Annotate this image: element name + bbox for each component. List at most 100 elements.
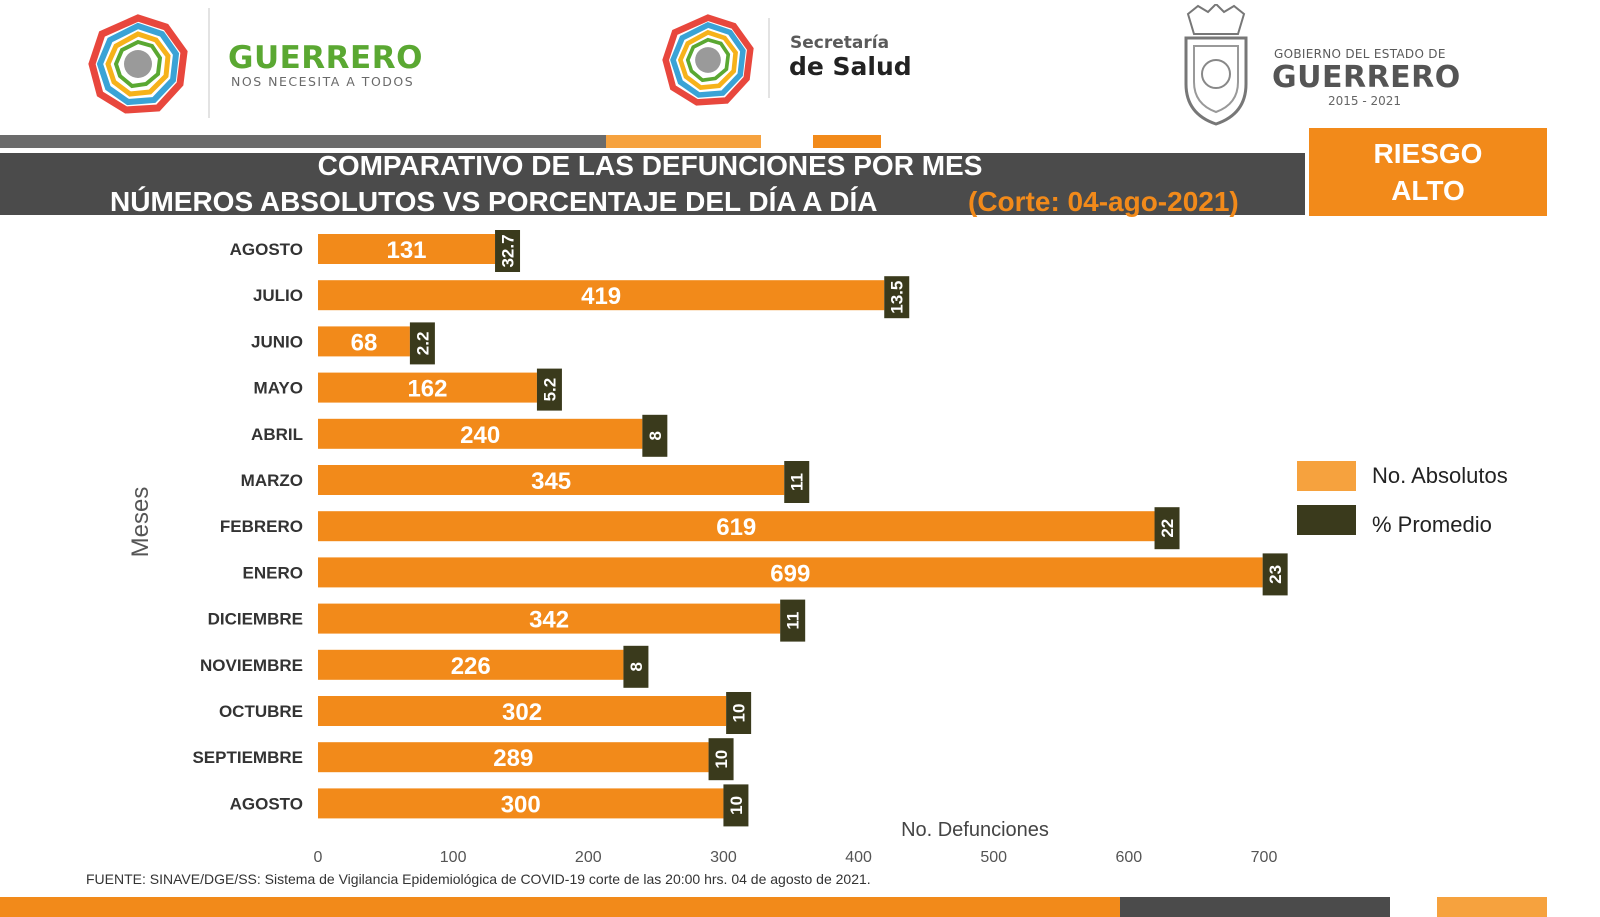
legend-swatch-absolutos bbox=[1297, 461, 1356, 491]
bar-absolutos bbox=[318, 372, 537, 403]
footer-stripe-orange-short bbox=[1437, 897, 1547, 917]
guerrero-logo bbox=[88, 14, 188, 114]
promedio-label: 8 bbox=[627, 662, 646, 671]
legend-label-absolutos: No. Absolutos bbox=[1372, 463, 1508, 488]
risk-badge-line1: RIESGO bbox=[1373, 138, 1483, 169]
chart-title-line1: COMPARATIVO DE LAS DEFUNCIONES POR MES bbox=[317, 150, 983, 181]
category-label: AGOSTO bbox=[230, 240, 303, 259]
bar-value-label: 300 bbox=[501, 791, 541, 818]
bar-value-label: 302 bbox=[502, 699, 542, 726]
legend-swatch-promedio bbox=[1297, 505, 1356, 535]
bar-absolutos bbox=[318, 649, 624, 680]
header-stripe-gray bbox=[0, 135, 606, 148]
promedio-label: 10 bbox=[727, 796, 746, 815]
promedio-label: 32.7 bbox=[499, 234, 518, 267]
x-tick-label: 400 bbox=[845, 849, 872, 866]
bar-value-label: 289 bbox=[493, 745, 533, 772]
bar-promedio bbox=[708, 738, 734, 781]
bar-value-label: 131 bbox=[386, 237, 426, 264]
category-label: JULIO bbox=[253, 286, 303, 305]
bar-value-label: 68 bbox=[351, 329, 378, 356]
promedio-label: 2.2 bbox=[413, 332, 432, 356]
bar-promedio bbox=[409, 322, 435, 365]
source-note: FUENTE: SINAVE/DGE/SS: Sistema de Vigila… bbox=[86, 871, 871, 887]
category-label: ABRIL bbox=[251, 425, 303, 444]
bar-value-label: 699 bbox=[770, 560, 810, 587]
chart-title-line2: NÚMEROS ABSOLUTOS VS PORCENTAJE DEL DÍA … bbox=[110, 186, 878, 217]
bar-absolutos bbox=[318, 326, 410, 357]
secretaria-line2: de Salud bbox=[789, 52, 912, 81]
footer-stripe-orange bbox=[0, 897, 1120, 917]
bar-promedio bbox=[1154, 507, 1180, 550]
gobierno-line2: GUERRERO bbox=[1272, 60, 1461, 95]
promedio-label: 11 bbox=[788, 473, 807, 491]
legend-label-promedio: % Promedio bbox=[1372, 512, 1492, 537]
x-tick-label: 300 bbox=[710, 849, 737, 866]
bar-absolutos bbox=[318, 557, 1263, 588]
bar-absolutos bbox=[318, 280, 885, 311]
bar-absolutos bbox=[318, 465, 785, 495]
brand-title: GUERRERO bbox=[228, 40, 423, 76]
category-label: DICIEMBRE bbox=[208, 610, 303, 629]
secretaria-line1: Secretaría bbox=[790, 33, 890, 53]
promedio-label: 11 bbox=[784, 612, 803, 630]
bar-promedio bbox=[623, 645, 649, 688]
logo-divider bbox=[208, 8, 210, 118]
bar-absolutos bbox=[318, 788, 724, 819]
x-tick-label: 100 bbox=[440, 849, 467, 866]
category-label: SEPTIEMBRE bbox=[192, 748, 303, 767]
gobierno-line1: GOBIERNO DEL ESTADO DE bbox=[1274, 47, 1446, 61]
promedio-label: 8 bbox=[646, 431, 665, 440]
y-axis-label: Meses bbox=[127, 487, 154, 558]
category-label: OCTUBRE bbox=[219, 702, 303, 721]
state-coat-of-arms bbox=[1178, 2, 1254, 126]
brand-tagline: NOS NECESITA A TODOS bbox=[231, 74, 415, 89]
x-tick-label: 700 bbox=[1251, 849, 1278, 866]
x-tick-label: 600 bbox=[1116, 849, 1143, 866]
bar-value-label: 162 bbox=[407, 376, 447, 403]
risk-badge-line2: ALTO bbox=[1391, 175, 1465, 206]
promedio-label: 10 bbox=[730, 704, 749, 723]
corte-date: (Corte: 04-ago-2021) bbox=[968, 186, 1239, 217]
gobierno-years: 2015 - 2021 bbox=[1328, 94, 1402, 108]
bar-value-label: 419 bbox=[581, 283, 621, 310]
risk-badge: RIESGO ALTO bbox=[1309, 128, 1547, 216]
title-band bbox=[0, 153, 1305, 215]
category-label: MARZO bbox=[241, 471, 303, 490]
bar-value-label: 345 bbox=[531, 468, 571, 495]
bar-absolutos bbox=[318, 418, 643, 449]
bar-promedio bbox=[536, 368, 562, 411]
bar-absolutos bbox=[318, 603, 781, 634]
promedio-label: 22 bbox=[1158, 519, 1177, 538]
category-label: JUNIO bbox=[251, 332, 303, 351]
bar-value-label: 240 bbox=[460, 422, 500, 449]
bar-promedio bbox=[726, 692, 752, 734]
x-tick-label: 200 bbox=[575, 849, 602, 866]
x-tick-label: 500 bbox=[980, 849, 1007, 866]
bar-promedio bbox=[495, 230, 521, 272]
x-tick-label: 0 bbox=[314, 849, 323, 866]
x-axis-label: No. Defunciones bbox=[901, 819, 1049, 841]
category-label: FEBRERO bbox=[220, 517, 303, 536]
footer-stripe-gray bbox=[1120, 897, 1390, 917]
bar-absolutos bbox=[318, 234, 496, 264]
promedio-label: 13.5 bbox=[888, 281, 907, 314]
bar-value-label: 226 bbox=[451, 653, 491, 680]
bar-promedio bbox=[784, 461, 810, 503]
promedio-label: 23 bbox=[1266, 565, 1285, 584]
category-label: NOVIEMBRE bbox=[200, 656, 303, 675]
category-label: AGOSTO bbox=[230, 794, 303, 813]
bar-absolutos bbox=[318, 696, 727, 726]
category-label: MAYO bbox=[254, 379, 303, 398]
bar-promedio bbox=[642, 414, 668, 457]
promedio-label: 10 bbox=[712, 750, 731, 769]
bar-promedio bbox=[884, 276, 910, 319]
secretaria-divider bbox=[768, 18, 770, 98]
bar-absolutos bbox=[318, 742, 709, 773]
secretaria-logo bbox=[662, 14, 754, 106]
header-stripe-orange-short bbox=[813, 135, 881, 148]
promedio-label: 5.2 bbox=[540, 378, 559, 402]
category-label: ENERO bbox=[243, 563, 303, 582]
bar-promedio bbox=[1262, 553, 1288, 596]
